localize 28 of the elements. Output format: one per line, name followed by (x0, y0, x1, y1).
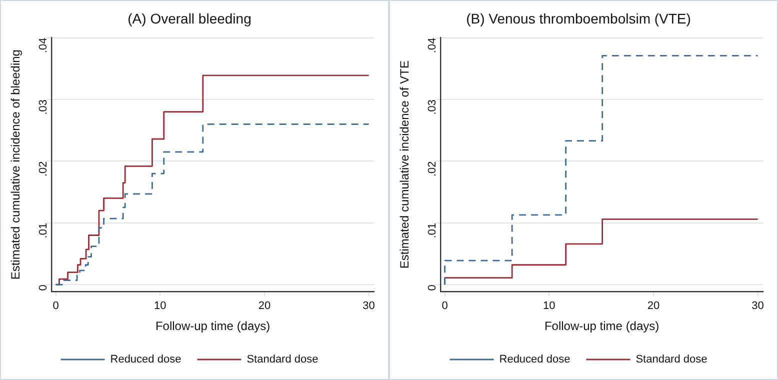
legend-label: Standard dose (636, 354, 708, 366)
y-axis-title: Estimated cumulative incidence of VTE (398, 60, 412, 269)
y-tick-label: .03 (426, 100, 439, 115)
y-tick-label: .04 (426, 38, 439, 54)
x-tick-label: 20 (258, 300, 271, 312)
y-tick-label: .01 (38, 222, 50, 238)
y-tick-label: .01 (426, 222, 439, 238)
legend-label: Reduced dose (110, 354, 182, 366)
y-tick-label: 0 (38, 284, 50, 291)
x-axis-title: Follow-up time (days) (155, 319, 270, 334)
x-tick-label: 0 (52, 300, 59, 312)
x-tick-label: 10 (542, 300, 556, 312)
chart-title: (A) Overall bleeding (128, 10, 252, 26)
y-tick-label: .04 (38, 38, 50, 54)
x-tick-label: 20 (647, 300, 660, 312)
x-tick-label: 30 (362, 300, 375, 312)
x-tick-label: 30 (752, 300, 764, 312)
legend-label: Reduced dose (499, 354, 570, 366)
y-tick-label: .03 (38, 100, 50, 115)
y-tick-label: .02 (38, 161, 50, 177)
y-tick-label: 0 (426, 284, 439, 291)
x-tick-label: 0 (442, 300, 448, 312)
legend-label: Standard dose (246, 354, 318, 366)
x-axis-title: Follow-up time (days) (544, 319, 660, 334)
x-tick-label: 10 (154, 300, 166, 312)
y-tick-label: .02 (426, 161, 439, 177)
chart-title: (B) Venous thromboembolsim (VTE) (466, 10, 691, 26)
y-axis-title: Estimated cumulative incidence of bleeding (8, 50, 23, 280)
